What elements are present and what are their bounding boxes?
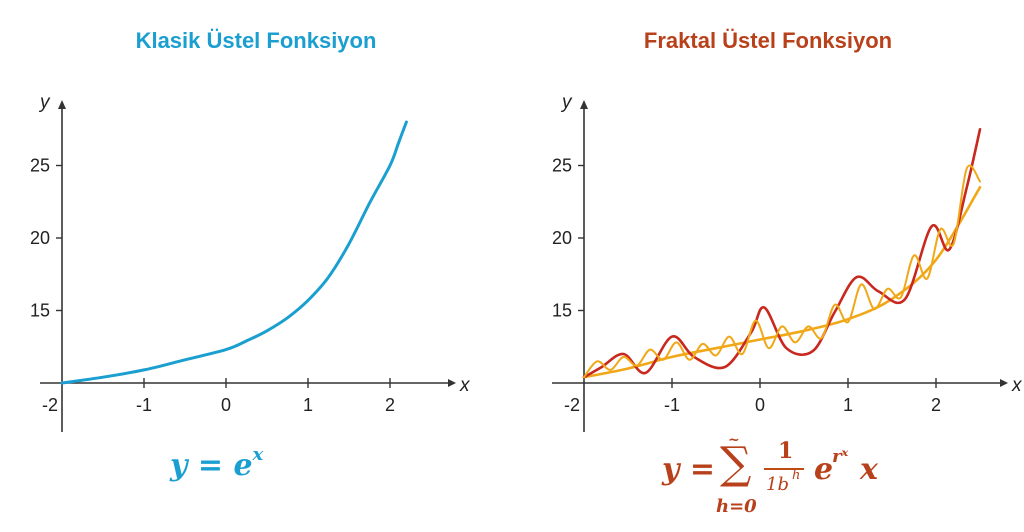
fractal-formula-sum-bottom: h=0 [716, 496, 757, 517]
classic-x-tick-label: -2 [42, 395, 58, 415]
classic-formula-exponent: x [252, 444, 264, 465]
classic-x-tick-label: -1 [136, 395, 152, 415]
classic-formula: y = ex [170, 444, 263, 483]
classic-x-tick-label: 0 [221, 395, 231, 415]
fractal-series-line-3 [583, 164, 981, 379]
fractal-formula-denominator: 1b [766, 474, 789, 495]
classic-chart-title: Klasik Üstel Fonksiyon [135, 28, 377, 53]
classic-y-axis-label: y [38, 92, 51, 113]
fractal-formula-sum-top: ~ [728, 432, 740, 448]
fractal-formula-term: e [814, 452, 834, 487]
fractal-formula-sum-symbol: ∑ [720, 438, 752, 489]
fractal-formula-fraction-bar [764, 468, 804, 470]
fractal-formula-lhs: y = [662, 452, 716, 487]
fractal-x-axis-arrow [1000, 379, 1008, 387]
fractal-formula-tail: x [860, 452, 878, 487]
fractal-x-tick-label: -1 [664, 395, 680, 415]
fractal-formula: y = ~ ∑ h=0 1 1b h e rˣ x [662, 428, 902, 524]
fractal-exponential-plot: x y -2 -1 0 1 2 15 20 25 [552, 92, 1023, 432]
classic-y-tick-label: 15 [30, 301, 50, 321]
fractal-series-line-1 [582, 186, 982, 379]
classic-exponential-plot: x y -2 -1 0 1 2 15 20 25 [30, 92, 471, 432]
fractal-x-tick-label: 0 [755, 395, 765, 415]
fractal-y-axis-label: y [560, 92, 573, 113]
fractal-y-axis-arrow [580, 100, 588, 109]
fractal-formula-denominator-exp: h [792, 468, 801, 483]
fractal-y-tick-label: 25 [552, 156, 572, 176]
classic-exponential-panel: Klasik Üstel Fonksiyon x y -2 -1 0 1 2 15 20 25 y… [30, 28, 471, 483]
classic-y-axis-arrow [58, 100, 66, 109]
fractal-x-tick-label: 1 [843, 395, 853, 415]
fractal-formula-term-exp: rˣ [832, 446, 849, 467]
fractal-y-tick-label: 20 [552, 228, 572, 248]
classic-series-line-1 [60, 120, 408, 385]
fractal-x-tick-label: -2 [564, 395, 580, 415]
classic-x-tick-label: 2 [385, 395, 395, 415]
fractal-x-axis-label: x [1011, 375, 1023, 396]
fractal-chart-title: Fraktal Üstel Fonksiyon [643, 28, 893, 53]
fractal-x-tick-label: 2 [931, 395, 941, 415]
fractal-exponential-panel: Fraktal Üstel Fonksiyon x y -2 -1 0 1 2 15 20 25 … [512, 0, 1024, 532]
classic-y-tick-label: 20 [30, 228, 50, 248]
classic-y-tick-label: 25 [30, 156, 50, 176]
fractal-formula-numerator: 1 [778, 438, 794, 464]
fractal-y-tick-label: 15 [552, 301, 572, 321]
classic-x-axis-label: x [459, 375, 471, 396]
classic-x-tick-label: 1 [303, 395, 313, 415]
fractal-series-line-2 [582, 128, 982, 379]
classic-formula-lhs: y = e [170, 448, 253, 483]
classic-x-axis-arrow [448, 379, 456, 387]
